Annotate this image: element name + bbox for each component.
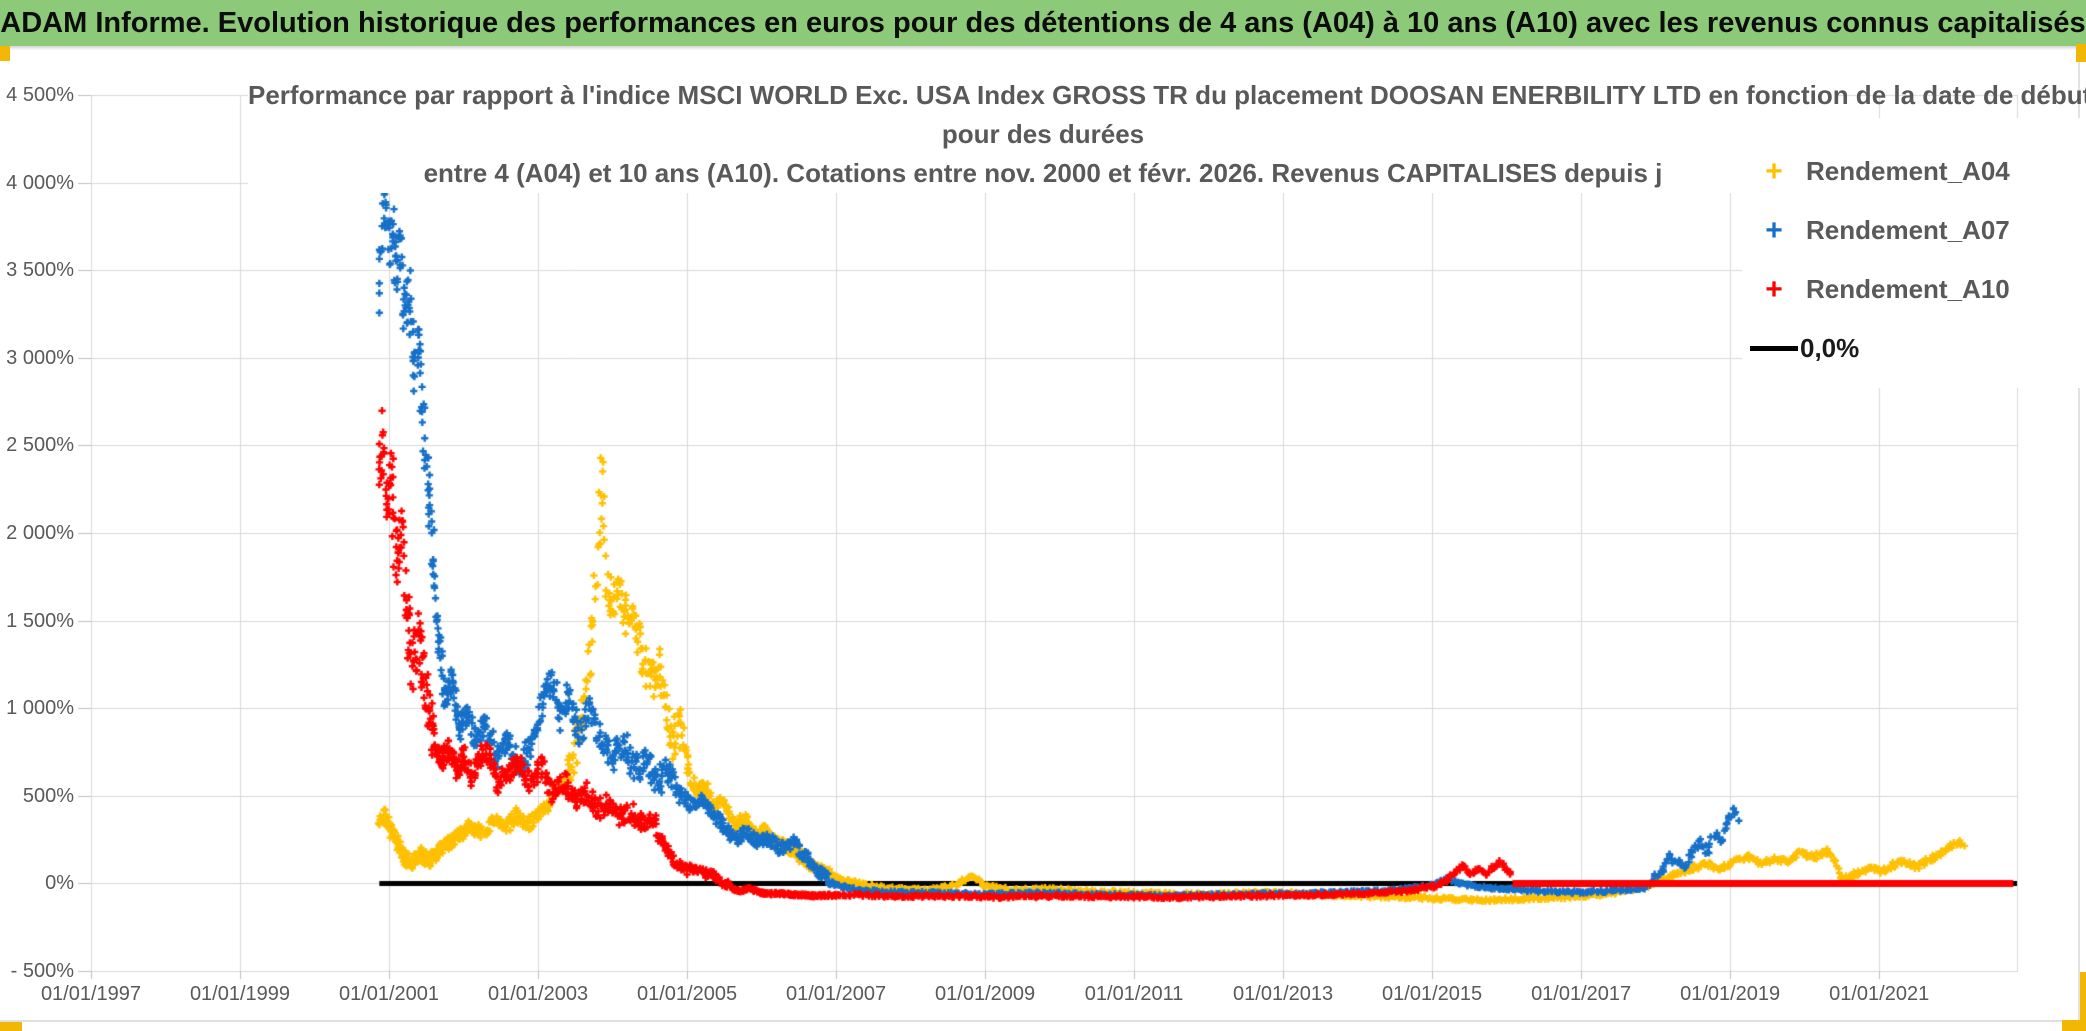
chart-legend: + Rendement_A04 + Rendement_A07 + Rendement_A… xyxy=(1742,118,2084,388)
y-axis-tick-label: 3 000% xyxy=(6,346,74,369)
x-axis-tick-label: 01/01/2011 xyxy=(1084,983,1184,1005)
y-axis-tick-label: 2 000% xyxy=(6,522,74,544)
sheet-bottom-rule xyxy=(0,1020,2078,1022)
y-axis-tick-label: 1 000% xyxy=(6,697,74,720)
x-axis-tick-label: 01/01/1997 xyxy=(40,983,142,1005)
x-axis-tick-label: 01/01/2019 xyxy=(1680,983,1781,1005)
legend-plus-marker: + xyxy=(1765,272,1783,306)
x-axis-tick-label: 01/01/2021 xyxy=(1829,983,1930,1005)
y-axis-tick-label: 500% xyxy=(22,784,74,807)
x-axis-tick-label: 01/01/1999 xyxy=(189,983,291,1005)
x-axis-tick-label: 01/01/2007 xyxy=(786,983,887,1005)
y-axis-tick-label: 2 500% xyxy=(6,434,74,457)
x-axis-tick-label: 01/01/2005 xyxy=(636,983,738,1005)
legend-label: 0,0% xyxy=(1800,333,1860,363)
legend-zero-line-swatch xyxy=(1750,346,1798,351)
x-axis-tick-label: 01/01/2015 xyxy=(1382,983,1483,1005)
y-axis-tick-label: 1 500% xyxy=(6,609,74,632)
legend-plus-marker: + xyxy=(1765,213,1783,247)
x-axis-tick-label: 01/01/2001 xyxy=(338,983,440,1005)
x-axis-tick-label: 01/01/2017 xyxy=(1531,983,1632,1005)
legend-entry-rendement-a10[interactable]: + Rendement_A10 xyxy=(1750,260,2084,319)
legend-label: Rendement_A10 xyxy=(1806,274,2010,304)
chart-title-line-3: entre 4 (A04) et 10 ans (A10). Cotations… xyxy=(423,158,1663,188)
y-axis-tick-label: 3 500% xyxy=(6,259,74,282)
y-axis-tick-label: 4 000% xyxy=(6,171,74,194)
chart-title: Performance par rapport à l'indice MSCI … xyxy=(248,76,2086,193)
y-axis-tick-label: 0% xyxy=(45,872,74,895)
chart-title-line-2: pour des durées xyxy=(941,119,1145,149)
report-header-title: ADAM Informe. Evolution historique des p… xyxy=(0,0,2086,46)
x-axis-tick-label: 01/01/2009 xyxy=(935,983,1036,1005)
legend-entry-0-0-[interactable]: 0,0% xyxy=(1750,319,2084,378)
sheet-border-accent-top-right xyxy=(2076,44,2086,62)
legend-label: Rendement_A07 xyxy=(1806,215,2010,245)
legend-label: Rendement_A04 xyxy=(1806,156,2010,186)
chart-title-line-1: Performance par rapport à l'indice MSCI … xyxy=(248,80,2086,110)
chart-frame-border xyxy=(2078,62,2080,1020)
legend-entry-rendement-a07[interactable]: + Rendement_A07 xyxy=(1750,201,2084,260)
legend-plus-marker: + xyxy=(1765,154,1783,188)
sheet-border-accent-bottom-right xyxy=(2062,1020,2086,1031)
sheet-border-accent-right xyxy=(2080,972,2086,1031)
y-axis-tick-label: - 500% xyxy=(10,960,74,982)
sheet-border-accent-top-left xyxy=(0,46,10,61)
sheet-border-accent-bottom-left xyxy=(0,1022,22,1031)
x-axis-tick-label: 01/01/2003 xyxy=(487,983,589,1005)
x-axis-tick-label: 01/01/2013 xyxy=(1233,983,1334,1005)
y-axis-tick-label: 4 500% xyxy=(6,84,74,106)
legend-entry-rendement-a04[interactable]: + Rendement_A04 xyxy=(1750,142,2084,201)
